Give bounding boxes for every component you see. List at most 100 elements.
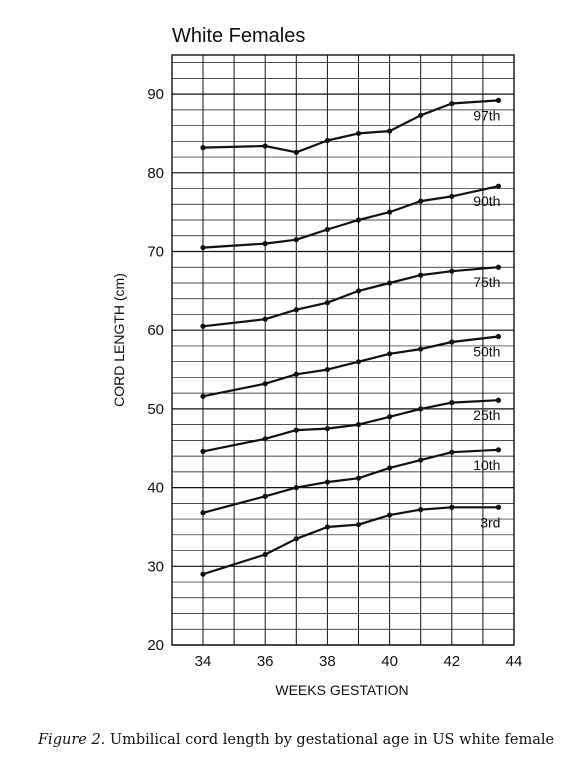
series-label: 3rd — [480, 514, 500, 530]
data-point — [324, 524, 330, 530]
data-point — [262, 241, 268, 247]
data-point — [495, 264, 502, 270]
y-tick-label: 80 — [147, 165, 164, 182]
data-point — [262, 316, 268, 322]
percentile-curve-10th: 10th — [200, 447, 502, 516]
grid — [171, 54, 515, 646]
data-point — [449, 268, 455, 274]
percentile-curve-75th: 75th — [200, 264, 502, 329]
data-point — [418, 457, 424, 463]
percentile-curves: 97th 90th 75th 50th 25th 10th 3rd — [200, 97, 502, 577]
series-line — [202, 506, 499, 576]
series-line — [202, 266, 499, 328]
data-point — [293, 237, 299, 243]
percentile-curve-50th: 50th — [200, 333, 502, 399]
y-tick-label: 50 — [147, 401, 164, 418]
data-point — [324, 425, 330, 432]
data-point — [418, 112, 424, 118]
y-tick-label: 40 — [147, 480, 164, 497]
data-point — [200, 323, 206, 329]
data-point — [418, 272, 424, 278]
data-point — [495, 397, 502, 403]
y-axis-label: CORD LENGTH (cm) — [111, 273, 127, 407]
data-point — [449, 100, 455, 107]
data-point — [262, 143, 268, 149]
data-point — [324, 300, 330, 306]
figure-caption: Figure 2. Umbilical cord length by gesta… — [38, 732, 582, 748]
data-point — [200, 145, 206, 151]
data-point — [355, 475, 362, 481]
x-tick-label: 44 — [506, 653, 523, 670]
x-tick-label: 34 — [195, 653, 212, 670]
percentile-curve-90th: 90th — [200, 183, 502, 251]
data-point — [387, 209, 393, 215]
data-point — [387, 414, 393, 420]
data-point — [495, 447, 502, 453]
data-point — [324, 479, 330, 485]
plot-frame — [171, 54, 515, 646]
series-label: 50th — [473, 343, 500, 359]
data-point — [387, 128, 393, 134]
data-point — [418, 406, 424, 412]
series-label: 75th — [473, 274, 500, 290]
data-point — [293, 485, 299, 491]
data-point — [293, 371, 299, 377]
chart-title: White Females — [172, 25, 305, 47]
percentile-curve-3rd: 3rd — [200, 504, 502, 577]
series-label: 90th — [473, 193, 500, 209]
percentile-curve-25th: 25th — [200, 397, 502, 454]
data-point — [355, 288, 362, 294]
data-point — [387, 512, 393, 518]
data-point — [449, 504, 455, 510]
data-point — [293, 536, 299, 542]
data-point — [418, 198, 424, 204]
data-point — [262, 551, 268, 558]
x-tick-label: 40 — [381, 653, 398, 670]
data-point — [262, 493, 268, 499]
y-tick-label: 30 — [147, 558, 164, 575]
data-point — [495, 183, 502, 189]
y-tick-label: 60 — [147, 322, 164, 339]
x-tick-label: 42 — [443, 653, 460, 670]
data-point — [324, 137, 330, 144]
axis-tick-labels: 20 30 40 50 60 70 80 90 34 36 38 40 42 44 — [147, 86, 522, 670]
figure-label: Figure 2. — [38, 732, 106, 748]
caption-text: Umbilical cord length by gestational age… — [109, 732, 555, 748]
percentile-curve-97th: 97th — [200, 97, 502, 155]
data-point — [293, 307, 299, 313]
x-axis-label: WEEKS GESTATION — [275, 682, 408, 698]
data-point — [495, 97, 502, 103]
data-point — [200, 571, 206, 577]
data-point — [495, 504, 502, 510]
data-point — [324, 226, 330, 233]
y-tick-label: 20 — [147, 637, 164, 654]
x-tick-label: 38 — [319, 653, 336, 670]
y-tick-label: 70 — [147, 244, 164, 261]
data-point — [355, 521, 362, 528]
data-point — [449, 193, 455, 200]
data-point — [355, 217, 362, 223]
data-point — [449, 400, 455, 406]
y-tick-label: 90 — [147, 86, 164, 103]
data-point — [293, 149, 299, 155]
data-point — [387, 351, 393, 357]
data-point — [200, 448, 206, 454]
data-point — [324, 366, 330, 373]
series-label: 97th — [473, 107, 500, 123]
data-point — [293, 427, 299, 433]
series-label: 10th — [473, 457, 500, 473]
data-point — [418, 346, 424, 352]
data-point — [418, 507, 424, 513]
data-point — [262, 381, 268, 387]
data-point — [200, 510, 206, 516]
data-point — [262, 436, 268, 442]
data-point — [449, 339, 455, 345]
data-point — [449, 449, 455, 455]
series-line — [202, 399, 499, 453]
data-point — [355, 130, 362, 137]
data-point — [495, 333, 502, 340]
data-point — [200, 393, 206, 399]
data-point — [355, 422, 362, 428]
series-label: 25th — [473, 407, 500, 423]
